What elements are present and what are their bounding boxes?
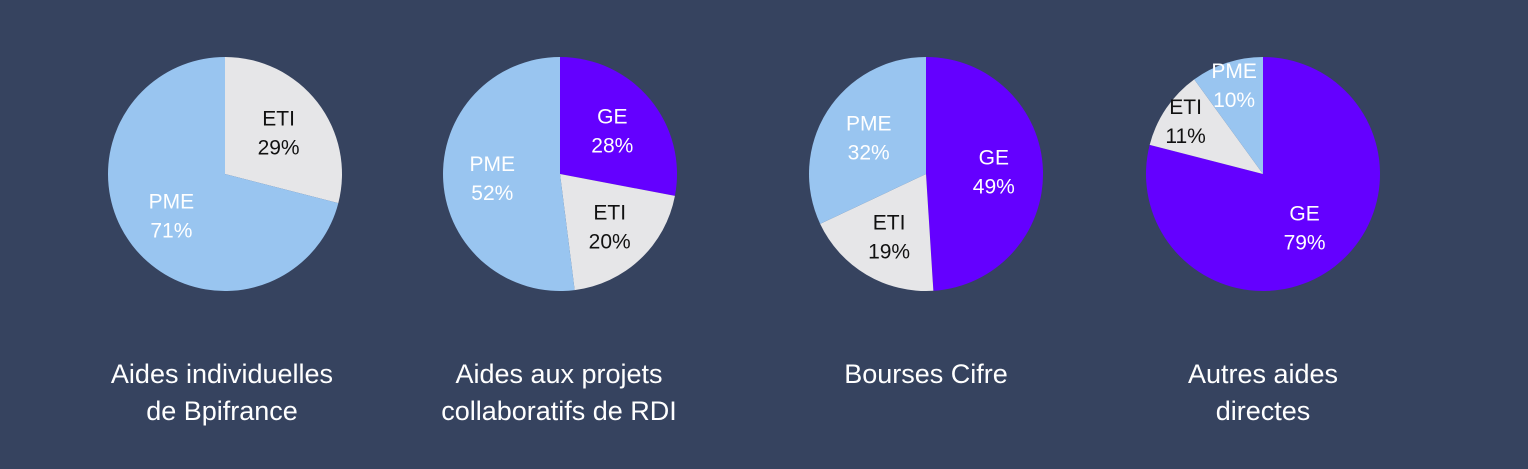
pie-slice-2-ge <box>926 57 1044 291</box>
pie-slice-label-2-eti: ETI <box>873 211 906 234</box>
pie-slice-label-2-pme: PME <box>846 113 892 136</box>
pie-slice-3-eti <box>1149 79 1263 174</box>
pie-slice-1-eti <box>560 174 675 291</box>
pie-slice-value-2-eti: 19% <box>868 240 910 263</box>
pie-slice-label-3-eti: ETI <box>1169 96 1202 119</box>
pie-slice-value-1-eti: 20% <box>589 231 631 254</box>
pie-slice-value-1-ge: 28% <box>591 135 633 158</box>
pie-slice-label-3-pme: PME <box>1211 60 1257 83</box>
pie-slice-value-3-ge: 79% <box>1284 232 1326 255</box>
chart-caption-bourses-cifre: Bourses Cifre <box>844 359 1008 389</box>
pie-slice-1-pme <box>443 57 575 291</box>
pie-slice-label-0-eti: ETI <box>262 107 295 130</box>
pie-slice-2-eti <box>820 174 934 292</box>
pie-slice-label-2-ge: GE <box>979 147 1009 170</box>
pie-slice-value-1-pme: 52% <box>471 182 513 205</box>
pie-slice-0-pme <box>107 57 339 292</box>
pie-slice-2-pme <box>809 57 926 224</box>
pie-slice-value-2-pme: 32% <box>848 142 890 165</box>
pie-slice-0-eti <box>225 57 342 204</box>
pie-slice-label-0-pme: PME <box>149 190 195 213</box>
pie-slice-value-3-eti: 11% <box>1165 125 1205 148</box>
pie-slice-label-1-eti: ETI <box>593 202 626 225</box>
pie-slice-label-3-ge: GE <box>1289 203 1319 226</box>
pie-slice-value-0-pme: 71% <box>150 219 192 242</box>
chart-caption-projets-collaboratifs: Aides aux projets collaboratifs de RDI <box>441 359 677 426</box>
chart-caption-aides-individuelles: Aides individuelles de Bpifrance <box>110 359 334 426</box>
pie-slice-label-1-ge: GE <box>597 106 627 129</box>
pie-slice-3-pme <box>1194 57 1263 174</box>
pie-slice-value-0-eti: 29% <box>258 136 300 159</box>
pie-slice-1-ge <box>560 57 678 196</box>
pie-slice-3-ge <box>1146 57 1381 291</box>
pie-slice-value-2-ge: 49% <box>973 176 1015 199</box>
pie-slice-value-3-pme: 10% <box>1213 89 1255 112</box>
pie-slice-label-1-pme: PME <box>470 153 516 176</box>
chart-caption-autres-aides: Autres aides directes <box>1187 359 1339 426</box>
